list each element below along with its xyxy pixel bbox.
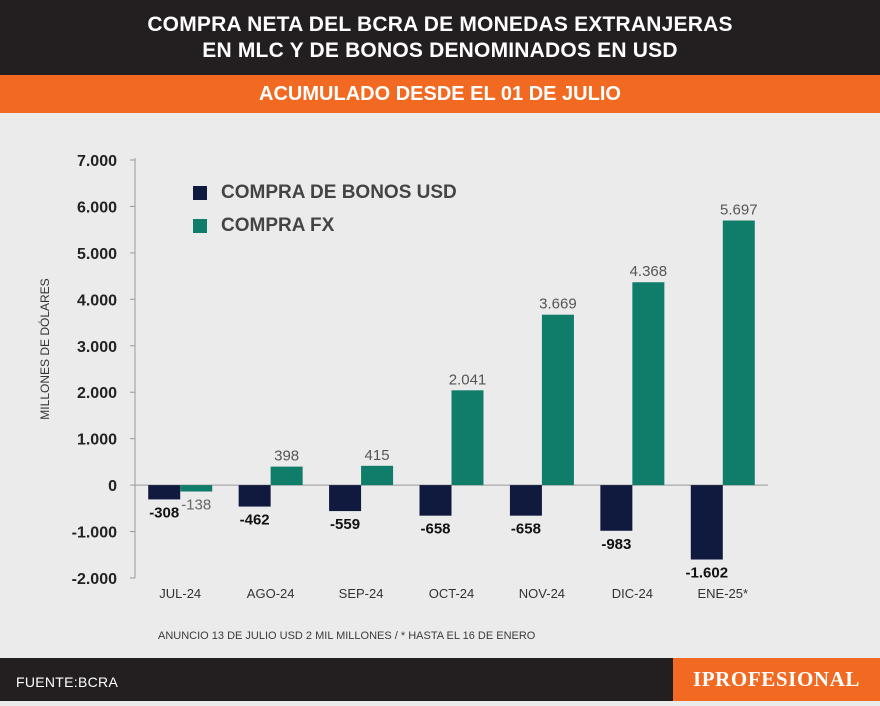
- data-label-bonos: -983: [601, 536, 631, 553]
- x-tick-label: SEP-24: [339, 586, 384, 601]
- x-tick-label: AGO-24: [247, 586, 295, 601]
- data-label-fx: 3.669: [539, 296, 577, 313]
- bar-fx: [451, 390, 484, 486]
- y-tick-label: 4.000: [77, 292, 117, 309]
- legend-swatch-bonos: [193, 186, 207, 200]
- data-label-bonos: -462: [240, 512, 270, 529]
- bar-bonos: [600, 485, 633, 531]
- legend-item-fx: COMPRA FX: [193, 211, 457, 241]
- data-label-bonos: -658: [420, 521, 450, 538]
- data-label-fx: 4.368: [630, 263, 668, 280]
- y-tick-label: -1.000: [72, 525, 117, 542]
- axis-layer: -2.000 -1.000 0 1.000 2.000 3.000 4.000 5.000 6.…: [37, 153, 768, 588]
- bar-fx: [270, 466, 303, 486]
- bar-layer: [148, 220, 755, 560]
- footer: FUENTE:BCRA IPROFESIONAL: [0, 658, 880, 701]
- legend-label-fx: COMPRA FX: [221, 215, 335, 236]
- bar-fx: [632, 282, 665, 486]
- bar-bonos: [329, 485, 362, 512]
- chart-area: -2.000 -1.000 0 1.000 2.000 3.000 4.000 5.000 6.…: [0, 113, 880, 658]
- x-tick-label: NOV-24: [519, 586, 565, 601]
- data-label-fx: 398: [274, 448, 299, 465]
- y-tick-label: 0: [108, 478, 117, 495]
- bar-bonos: [148, 485, 181, 500]
- chart-title-line-2: EN MLC Y DE BONOS DENOMINADOS EN USD: [202, 38, 678, 62]
- bar-fx: [361, 465, 394, 486]
- y-tick-label: 7.000: [77, 153, 117, 170]
- bar-bonos: [509, 485, 542, 516]
- x-tick-label: OCT-24: [429, 586, 475, 601]
- x-tick-label: ENE-25*: [697, 586, 748, 601]
- y-tick-label: 3.000: [77, 339, 117, 356]
- data-label-fx: 2.041: [449, 371, 487, 388]
- brand-logo: IPROFESIONAL: [673, 658, 880, 701]
- x-tick-label: JUL-24: [159, 586, 201, 601]
- y-tick-label: 2.000: [77, 385, 117, 402]
- bar-fx: [541, 314, 574, 486]
- legend-swatch-fx: [193, 219, 207, 233]
- data-label-fx: 5.697: [720, 202, 758, 219]
- legend-label-bonos: COMPRA DE BONOS USD: [221, 182, 457, 203]
- y-tick-label: 6.000: [77, 199, 117, 216]
- data-label-bonos: -658: [511, 521, 541, 538]
- footnote: ANUNCIO 13 DE JULIO USD 2 MIL MILLONES /…: [158, 630, 536, 642]
- y-tick-label: 1.000: [77, 432, 117, 449]
- y-tick-label: -2.000: [72, 571, 117, 588]
- title-bar: COMPRA NETA DEL BCRA DE MONEDAS EXTRANJE…: [0, 0, 880, 75]
- chart-title-line-1: COMPRA NETA DEL BCRA DE MONEDAS EXTRANJE…: [147, 12, 733, 36]
- y-tick-label: 5.000: [77, 246, 117, 263]
- x-tick-label: DIC-24: [612, 586, 653, 601]
- legend-item-bonos: COMPRA DE BONOS USD: [193, 178, 457, 208]
- legend: COMPRA DE BONOS USD COMPRA FX: [193, 178, 457, 244]
- data-label-fx: 415: [365, 447, 390, 464]
- data-label-bonos: -559: [330, 516, 360, 533]
- bar-chart: -2.000 -1.000 0 1.000 2.000 3.000 4.000 5.000 6.…: [37, 153, 768, 601]
- bar-bonos: [419, 485, 452, 516]
- bar-bonos: [690, 485, 723, 560]
- bar-fx: [722, 220, 755, 486]
- bar-bonos: [238, 485, 271, 507]
- y-axis-title: MILLONES DE DÓLARES: [37, 278, 52, 419]
- data-label-bonos: -308: [149, 504, 179, 521]
- bar-fx: [180, 485, 213, 492]
- data-label-fx: -138: [181, 497, 211, 514]
- label-layer: JUL-24 -308 -138 AGO-24 -462 398 SEP-24 -559 415…: [149, 202, 757, 601]
- chart-subtitle: ACUMULADO DESDE EL 01 DE JULIO: [0, 75, 880, 113]
- data-label-bonos: -1.602: [686, 565, 729, 582]
- source-text: FUENTE:BCRA: [16, 674, 119, 690]
